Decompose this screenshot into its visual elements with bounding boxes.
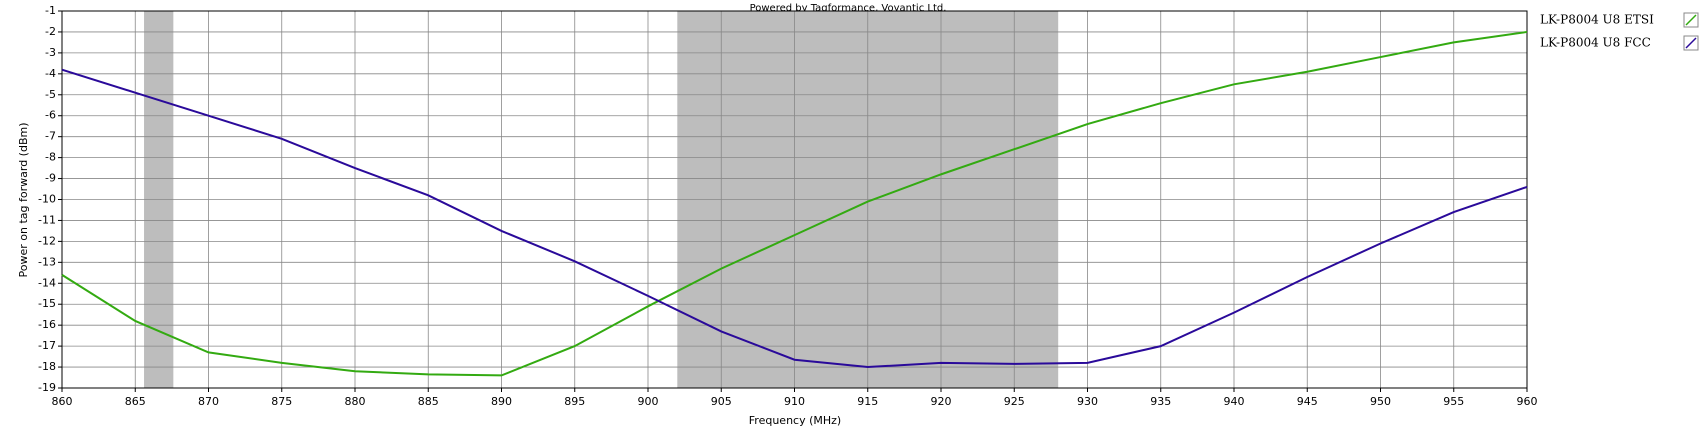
data-line — [61, 68, 1528, 369]
x-tick-label: 900 — [638, 395, 659, 408]
x-axis-label: Frequency (MHz) — [749, 414, 841, 427]
y-tick-label: -13 — [38, 255, 56, 268]
y-tick-label: -11 — [38, 213, 56, 226]
x-tick-label: 880 — [345, 395, 366, 408]
y-tick-label: -3 — [45, 46, 56, 59]
y-axis-label: Power on tag forward (dBm) — [17, 123, 30, 278]
x-tick-label: 915 — [857, 395, 878, 408]
y-tick-label: -1 — [45, 4, 56, 17]
legend-line — [1685, 14, 1697, 26]
y-tick-label: -18 — [38, 360, 56, 373]
legend-label: LK-P8004 U8 ETSI — [1540, 13, 1654, 27]
y-tick-label: -4 — [45, 67, 56, 80]
data-line — [61, 30, 1528, 377]
legend-label: LK-P8004 U8 FCC — [1540, 36, 1651, 50]
y-tick-label: -16 — [38, 318, 56, 331]
x-tick-label: 890 — [491, 395, 512, 408]
x-tick-label: 925 — [1004, 395, 1025, 408]
x-tick-label: 960 — [1517, 395, 1538, 408]
y-tick-label: -19 — [38, 381, 56, 394]
x-tick-label: 865 — [125, 395, 146, 408]
y-tick-label: -6 — [45, 109, 56, 122]
x-tick-label: 885 — [418, 395, 439, 408]
y-tick-label: -12 — [38, 234, 56, 247]
y-tick-label: -15 — [38, 297, 56, 310]
y-tick-label: -17 — [38, 339, 56, 352]
x-tick-label: 955 — [1443, 395, 1464, 408]
x-tick-label: 935 — [1150, 395, 1171, 408]
x-tick-label: 920 — [931, 395, 952, 408]
x-tick-label: 860 — [52, 395, 73, 408]
x-tick-label: 895 — [564, 395, 585, 408]
x-tick-label: 940 — [1224, 395, 1245, 408]
x-tick-label: 950 — [1370, 395, 1391, 408]
annotation: Powered by Tagformance, Voyantic Ltd. — [750, 3, 947, 14]
x-tick-label: 875 — [271, 395, 292, 408]
x-tick-label: 930 — [1077, 395, 1098, 408]
y-tick-label: -8 — [45, 151, 56, 164]
plot-frame — [61, 10, 1528, 389]
y-tick-label: -9 — [45, 172, 56, 185]
y-tick-label: -14 — [38, 276, 56, 289]
x-tick-label: 870 — [198, 395, 219, 408]
y-tick-label: -5 — [45, 88, 56, 101]
y-tick-label: -10 — [38, 193, 56, 206]
x-tick-label: 910 — [784, 395, 805, 408]
x-tick-label: 905 — [711, 395, 732, 408]
x-tick-label: 945 — [1297, 395, 1318, 408]
legend-line — [1685, 37, 1697, 49]
y-tick-label: -7 — [45, 130, 56, 143]
y-tick-label: -2 — [45, 25, 56, 38]
